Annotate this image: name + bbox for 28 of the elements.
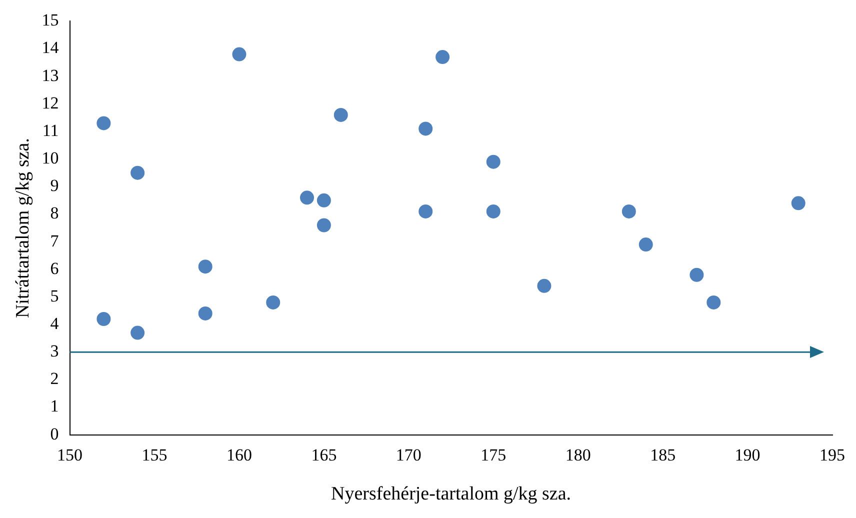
y-tick-label: 14 [42,38,60,58]
x-tick-label: 165 [311,445,337,464]
y-tick-label: 10 [42,148,59,168]
x-axis-title: Nyersfehérje-tartalom g/kg sza. [331,484,572,505]
x-tick-label: 170 [396,445,422,464]
x-tick-label: 195 [820,445,845,464]
y-tick-label: 8 [50,204,59,223]
x-tick-label: 185 [650,445,676,464]
y-axis-title: Nitráttartalom g/kg sza. [12,138,34,318]
x-tick-label: 155 [142,445,168,464]
y-tick-label: 3 [50,342,59,361]
x-tick-label: 150 [57,445,83,464]
y-tick-label: 7 [50,231,60,250]
y-tick-label: 11 [42,120,59,140]
x-tick-label: 180 [565,445,591,464]
y-tick-label: 2 [50,369,59,388]
y-tick-label: 9 [50,176,59,196]
y-tick-label: 1 [50,396,59,416]
x-tick-label: 190 [734,445,760,464]
y-tick-label: 12 [42,93,59,112]
x-tick-label: 175 [480,445,506,464]
y-tick-label: 0 [50,424,59,444]
y-tick-label: 13 [42,66,59,85]
y-tick-label: 6 [50,258,59,278]
y-tick-label: 4 [50,314,60,333]
y-tick-label: 15 [42,10,59,30]
y-tick-label: 5 [50,286,59,306]
x-tick-label: 160 [226,445,252,464]
